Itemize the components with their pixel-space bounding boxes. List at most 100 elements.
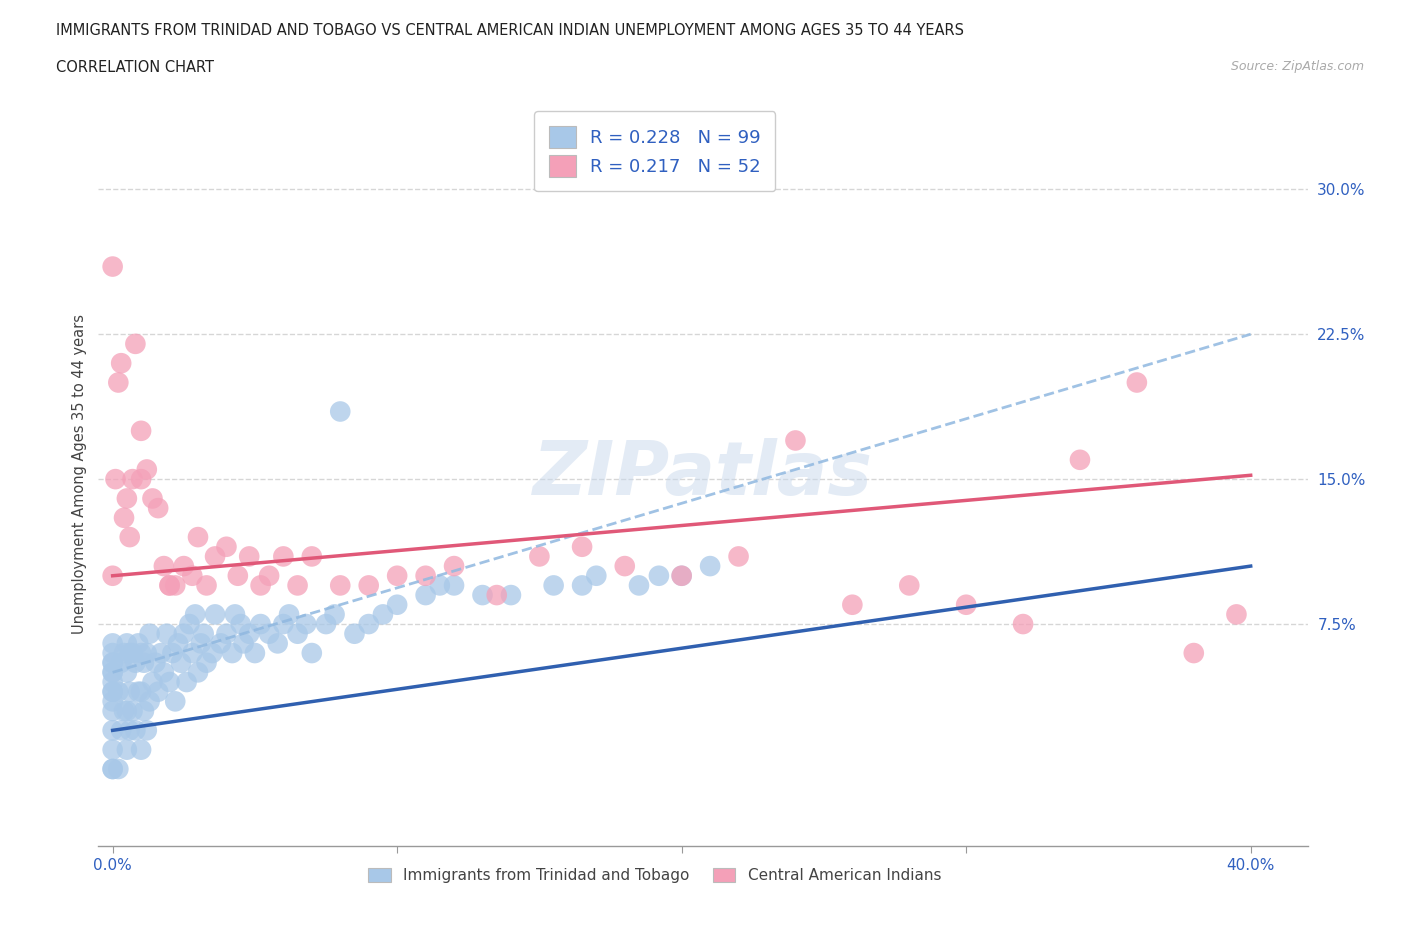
Point xyxy=(485,588,508,603)
Point xyxy=(195,578,218,592)
Point xyxy=(132,656,155,671)
Point xyxy=(585,568,607,583)
Text: Source: ZipAtlas.com: Source: ZipAtlas.com xyxy=(1230,60,1364,73)
Point xyxy=(841,597,863,612)
Point xyxy=(529,549,551,564)
Point xyxy=(165,578,187,592)
Point xyxy=(195,656,218,671)
Point xyxy=(273,617,295,631)
Point xyxy=(357,617,380,631)
Point xyxy=(118,684,141,699)
Point xyxy=(226,568,249,583)
Point xyxy=(1012,617,1035,631)
Point xyxy=(115,636,138,651)
Point xyxy=(190,636,212,651)
Point xyxy=(415,568,437,583)
Point xyxy=(132,704,155,719)
Point xyxy=(543,578,565,592)
Point xyxy=(727,549,749,564)
Point xyxy=(266,636,288,651)
Point xyxy=(101,742,124,757)
Point xyxy=(173,626,195,641)
Point xyxy=(153,559,176,574)
Point xyxy=(115,742,138,757)
Point xyxy=(1126,375,1149,390)
Point xyxy=(323,607,346,622)
Point xyxy=(107,762,129,777)
Point xyxy=(238,626,260,641)
Point xyxy=(170,656,193,671)
Point xyxy=(257,568,280,583)
Point xyxy=(101,762,124,777)
Point xyxy=(124,723,146,737)
Point xyxy=(301,645,323,660)
Text: ZIPatlas: ZIPatlas xyxy=(533,438,873,511)
Point xyxy=(443,578,465,592)
Point xyxy=(118,723,141,737)
Point xyxy=(187,530,209,545)
Point xyxy=(627,578,650,592)
Point xyxy=(121,472,143,486)
Point xyxy=(104,472,127,486)
Point xyxy=(471,588,494,603)
Point xyxy=(159,578,181,592)
Point xyxy=(648,568,671,583)
Point xyxy=(112,645,135,660)
Point xyxy=(156,626,179,641)
Point xyxy=(955,597,977,612)
Point xyxy=(571,578,593,592)
Point xyxy=(101,684,124,699)
Point xyxy=(1069,452,1091,467)
Point xyxy=(215,626,238,641)
Point xyxy=(135,462,157,477)
Point xyxy=(159,674,181,689)
Point xyxy=(101,684,124,699)
Point xyxy=(135,645,157,660)
Point xyxy=(249,617,271,631)
Point xyxy=(127,636,149,651)
Point xyxy=(181,645,204,660)
Point xyxy=(415,588,437,603)
Point xyxy=(371,607,394,622)
Point xyxy=(115,665,138,680)
Point xyxy=(499,588,522,603)
Point xyxy=(112,704,135,719)
Point xyxy=(295,617,318,631)
Point xyxy=(162,645,184,660)
Point xyxy=(101,723,124,737)
Point xyxy=(204,607,226,622)
Point xyxy=(301,549,323,564)
Point xyxy=(159,578,181,592)
Point xyxy=(141,491,163,506)
Point xyxy=(443,559,465,574)
Point xyxy=(785,433,807,448)
Point xyxy=(209,636,232,651)
Point xyxy=(898,578,921,592)
Point xyxy=(229,617,252,631)
Point xyxy=(238,549,260,564)
Point xyxy=(127,684,149,699)
Point xyxy=(129,472,152,486)
Point xyxy=(143,656,166,671)
Point xyxy=(167,636,190,651)
Point xyxy=(101,762,124,777)
Point xyxy=(176,674,198,689)
Point xyxy=(150,645,173,660)
Point xyxy=(101,656,124,671)
Point xyxy=(101,674,124,689)
Point xyxy=(173,559,195,574)
Point xyxy=(287,578,309,592)
Point xyxy=(141,674,163,689)
Point xyxy=(193,626,215,641)
Point xyxy=(329,578,352,592)
Point xyxy=(165,694,187,709)
Point xyxy=(101,636,124,651)
Point xyxy=(224,607,246,622)
Point xyxy=(249,578,271,592)
Point xyxy=(101,665,124,680)
Y-axis label: Unemployment Among Ages 35 to 44 years: Unemployment Among Ages 35 to 44 years xyxy=(72,314,87,634)
Legend: Immigrants from Trinidad and Tobago, Central American Indians: Immigrants from Trinidad and Tobago, Cen… xyxy=(360,860,949,891)
Point xyxy=(221,645,243,660)
Text: CORRELATION CHART: CORRELATION CHART xyxy=(56,60,214,75)
Point xyxy=(124,656,146,671)
